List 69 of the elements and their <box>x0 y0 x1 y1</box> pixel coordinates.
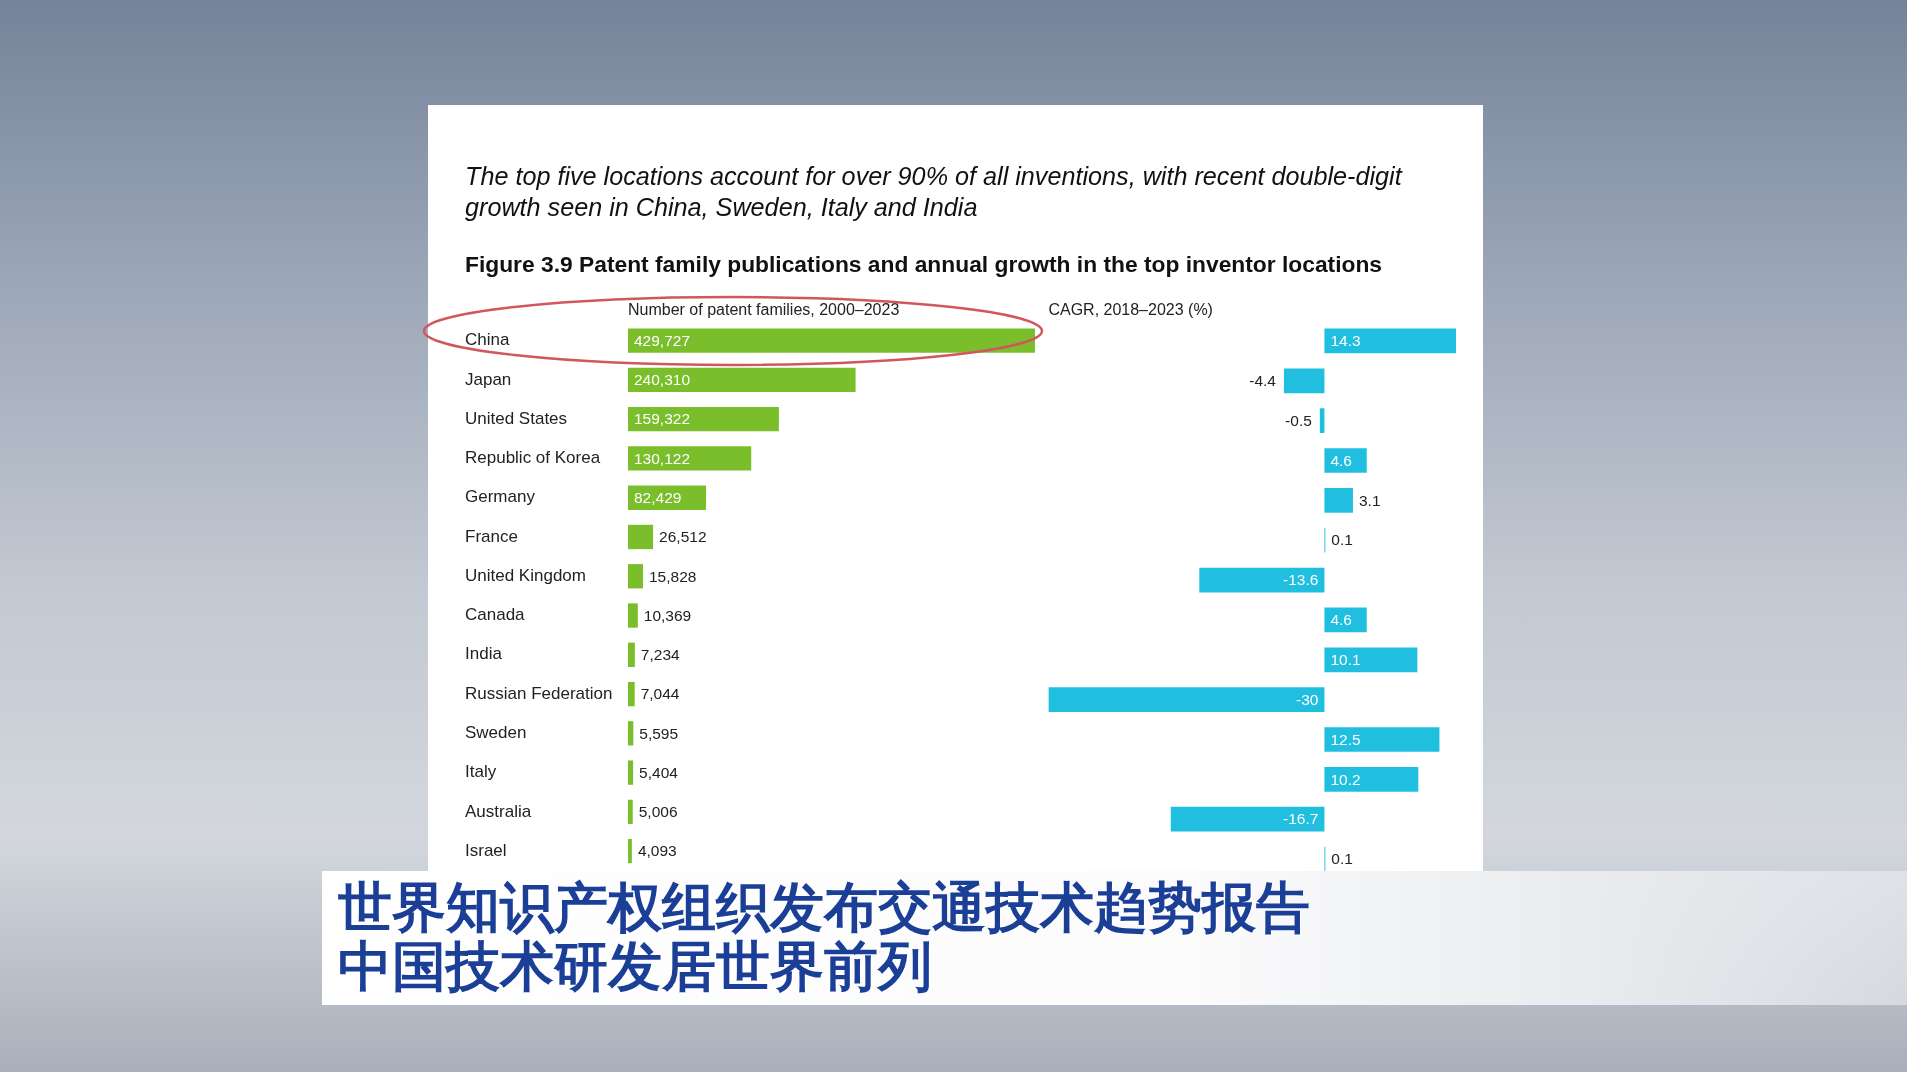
bar <box>628 603 638 628</box>
data-label: 7,234 <box>640 646 681 664</box>
bar <box>628 838 632 864</box>
bar <box>628 407 779 432</box>
bar <box>1324 767 1419 792</box>
bar <box>628 642 635 667</box>
y-tick-label: Russian Federation <box>465 683 613 703</box>
y-tick-label: Italy <box>465 762 497 782</box>
bar <box>1170 806 1325 832</box>
bar <box>1324 448 1367 473</box>
bar <box>1324 488 1353 513</box>
data-label: 0.1 <box>1331 531 1353 549</box>
data-label: 10.1 <box>1330 651 1361 669</box>
y-tick-label: Sweden <box>465 723 527 743</box>
data-label: 3.1 <box>1358 491 1381 509</box>
data-label: 7,044 <box>640 685 680 703</box>
bar <box>628 367 856 393</box>
data-label: 0.1 <box>1331 850 1353 868</box>
data-label: 10.2 <box>1330 770 1361 788</box>
y-tick-label: Israel <box>465 840 507 860</box>
bar <box>628 681 635 707</box>
data-label: -30 <box>1296 690 1319 708</box>
y-tick-label: Germany <box>465 487 536 507</box>
data-label: 12.5 <box>1330 730 1361 748</box>
y-tick-label: Republic of Korea <box>465 448 601 468</box>
bar <box>628 524 654 550</box>
data-label: 240,310 <box>634 371 691 389</box>
y-tick-label: Canada <box>465 605 526 625</box>
bar <box>1199 567 1325 593</box>
data-label: 5,595 <box>639 724 679 742</box>
y-tick-label: United Kingdom <box>465 565 586 585</box>
data-label: 82,429 <box>634 489 682 506</box>
x-axis-title: Number of patent families, 2000–2023 <box>628 301 900 319</box>
bar <box>1048 687 1325 712</box>
data-label: 130,122 <box>634 449 691 467</box>
bar <box>628 721 634 746</box>
data-label: 5,006 <box>638 803 678 821</box>
data-label: -16.7 <box>1283 810 1319 828</box>
bar <box>628 760 634 785</box>
x-axis-title: CAGR, 2018–2023 (%) <box>1048 301 1213 319</box>
bar <box>628 328 1035 353</box>
data-label: 26,512 <box>659 528 707 546</box>
y-tick-label: United States <box>465 408 568 428</box>
chart-subtitle: Figure 3.9 Patent family publications and annual growth in the top inventor locations <box>465 251 1384 277</box>
data-label: 5,404 <box>639 763 679 781</box>
data-label: -4.4 <box>1249 372 1277 390</box>
data-label: 4.6 <box>1330 451 1352 469</box>
data-label: 429,727 <box>634 331 691 349</box>
bar <box>1324 727 1440 752</box>
y-tick-label: China <box>465 330 510 350</box>
data-label: 4.6 <box>1330 611 1352 629</box>
bar <box>628 799 633 825</box>
data-label: -0.5 <box>1285 411 1312 429</box>
chart-title: The top five locations account for over 90% of all inventions, with recent double-digit growth seen in China, Sweden, Italy and India <box>465 161 1404 223</box>
bar <box>1324 647 1418 673</box>
y-tick-label: France <box>465 526 518 546</box>
y-tick-label: India <box>465 644 503 664</box>
bar <box>1283 368 1325 394</box>
data-label: 15,828 <box>648 567 697 585</box>
data-label: 10,369 <box>643 606 692 624</box>
data-label: 14.3 <box>1330 332 1361 350</box>
data-label: 159,322 <box>634 410 691 428</box>
y-tick-label: Australia <box>465 801 532 821</box>
bar <box>628 446 752 471</box>
y-tick-label: Japan <box>465 369 512 389</box>
bar <box>1324 328 1456 354</box>
bar <box>628 564 643 589</box>
data-label: -13.6 <box>1283 571 1319 589</box>
data-label: 4,093 <box>637 842 677 860</box>
